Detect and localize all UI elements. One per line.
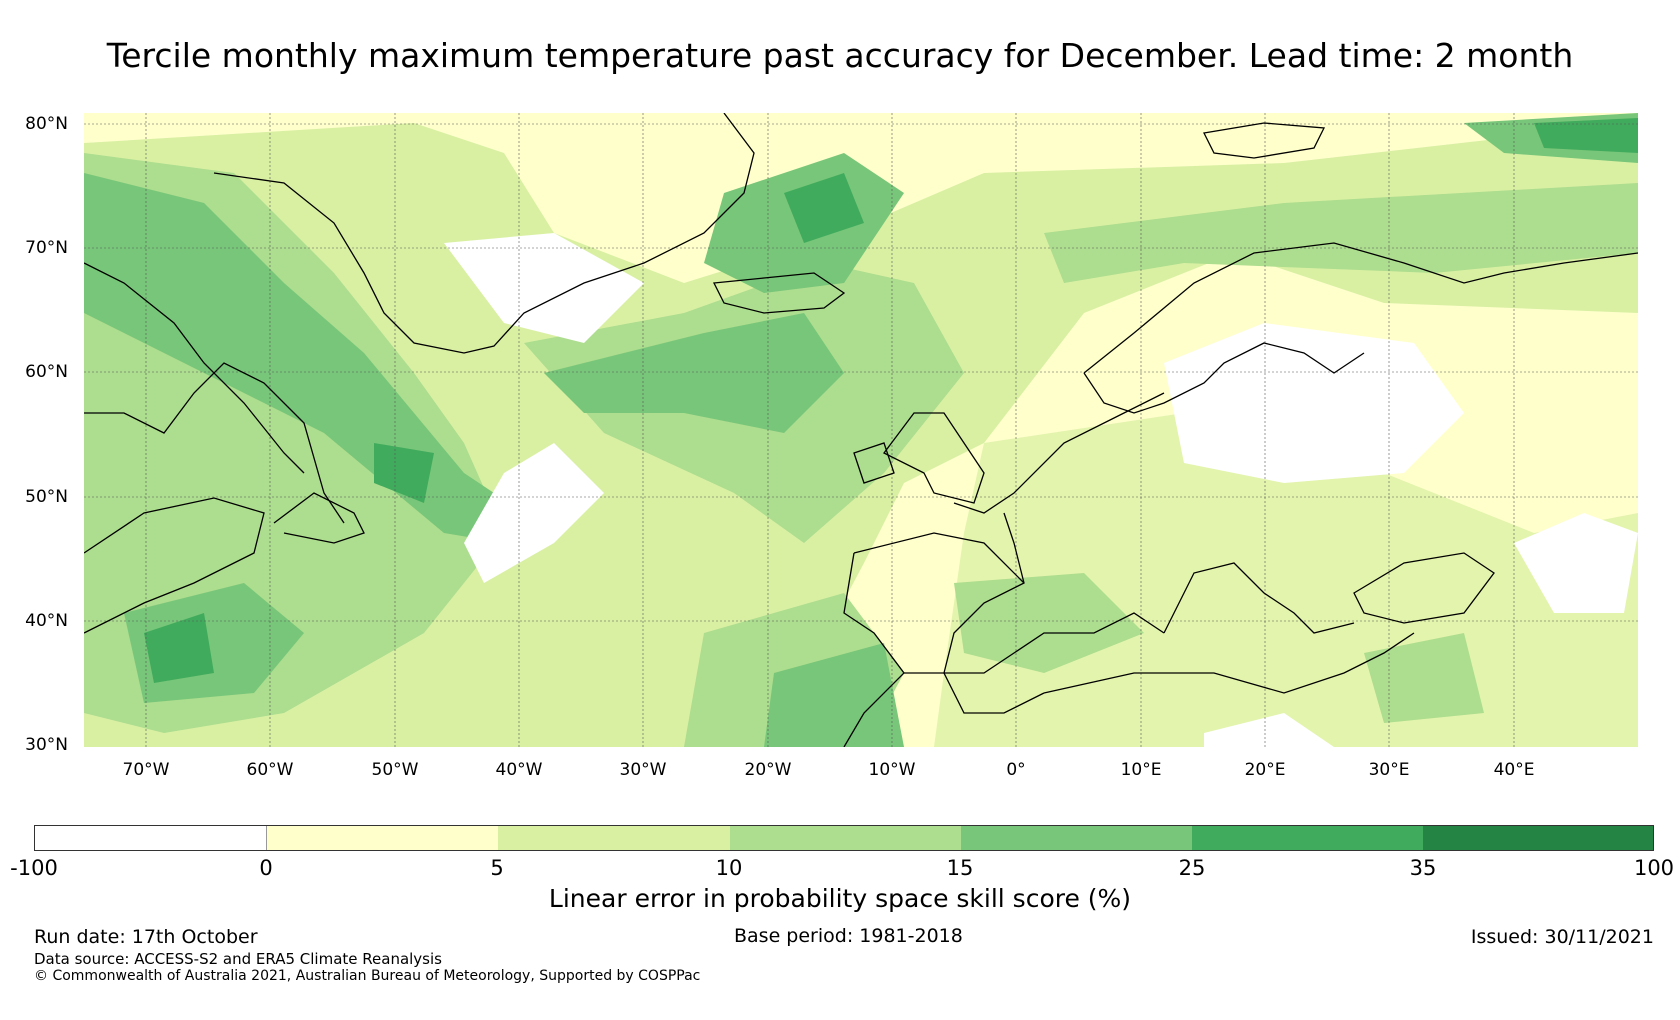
- lat-label-80n: 80°N: [25, 114, 68, 134]
- run-date: Run date: 17th October: [34, 926, 258, 948]
- data-source: Data source: ACCESS-S2 and ERA5 Climate …: [34, 950, 442, 968]
- lon-label-0: 0°: [1006, 760, 1026, 780]
- lon-label-30e: 30°E: [1368, 760, 1410, 780]
- skill-map: [84, 113, 1638, 747]
- lat-label-70n: 70°N: [25, 238, 68, 258]
- lon-label-40w: 40°W: [495, 760, 543, 780]
- lon-label-40e: 40°E: [1493, 760, 1535, 780]
- lat-label-30n: 30°N: [25, 735, 68, 755]
- map-canvas: [84, 113, 1638, 747]
- issued-date: Issued: 30/11/2021: [1470, 926, 1654, 948]
- lon-label-20w: 20°W: [744, 760, 792, 780]
- colorbar-segment-5-10: [498, 826, 730, 850]
- lat-label-40n: 40°N: [25, 611, 68, 631]
- colorbar-segment-neg: [35, 826, 268, 850]
- colorbar-segment-35-100: [1423, 826, 1654, 850]
- colorbar-caption: Linear error in probability space skill …: [548, 884, 1132, 913]
- colorbar-tick-35: 35: [1409, 856, 1437, 880]
- graticule: [84, 113, 1638, 747]
- colorbar-tick-5: 5: [490, 856, 504, 880]
- colorbar-tick-0: 0: [259, 856, 273, 880]
- colorbar-segment-10-15: [729, 826, 961, 850]
- colorbar-tick-15: 15: [946, 856, 974, 880]
- lon-label-20e: 20°E: [1244, 760, 1286, 780]
- lon-label-60w: 60°W: [246, 760, 294, 780]
- base-period: Base period: 1981-2018: [734, 925, 963, 947]
- colorbar-tick-25: 25: [1178, 856, 1206, 880]
- lon-label-10e: 10°E: [1120, 760, 1162, 780]
- colorbar-tick-100: 100: [1633, 856, 1675, 880]
- colorbar-segment-0-5: [267, 826, 499, 850]
- lon-label-70w: 70°W: [122, 760, 170, 780]
- colorbar-segment-15-25: [960, 826, 1193, 850]
- colorbar-tick-neg100: -100: [10, 856, 58, 880]
- copyright: © Commonwealth of Australia 2021, Austra…: [34, 968, 701, 984]
- lon-label-50w: 50°W: [371, 760, 419, 780]
- lon-label-30w: 30°W: [619, 760, 667, 780]
- lat-label-50n: 50°N: [25, 487, 68, 507]
- chart-title: Tercile monthly maximum temperature past…: [106, 36, 1574, 75]
- colorbar-tick-10: 10: [715, 856, 743, 880]
- coastlines: [84, 113, 1638, 747]
- skill-regions: [84, 113, 1638, 747]
- lon-label-10w: 10°W: [868, 760, 916, 780]
- colorbar-segment-25-35: [1192, 826, 1424, 850]
- colorbar: [34, 825, 1654, 851]
- lat-label-60n: 60°N: [25, 362, 68, 382]
